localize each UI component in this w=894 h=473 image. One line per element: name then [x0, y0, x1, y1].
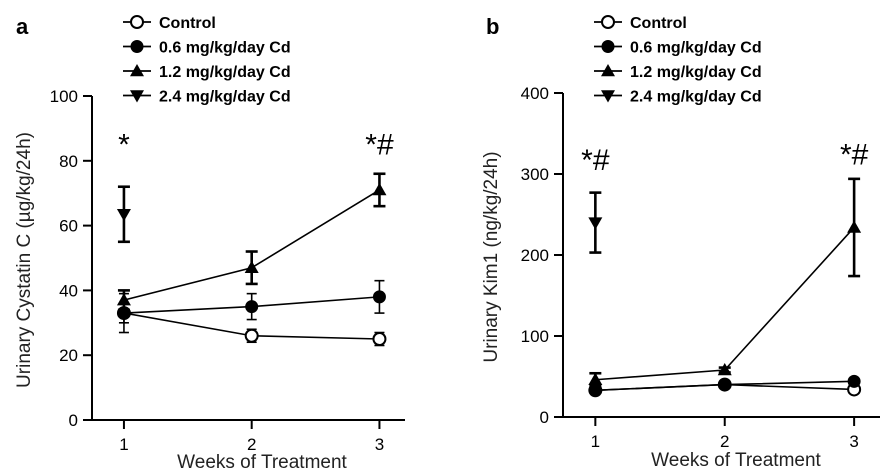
panel-letter: b: [486, 14, 499, 39]
x-axis-title: Weeks of Treatment: [177, 452, 347, 473]
y-tick-label: 200: [521, 246, 549, 265]
data-point: [718, 378, 732, 392]
x-tick-label: 3: [849, 432, 858, 451]
legend-marker: [601, 90, 615, 103]
y-tick-label: 400: [521, 84, 549, 103]
legend-label: Control: [630, 15, 687, 32]
significance-mark: *: [118, 128, 130, 161]
legend-item: Control: [123, 15, 216, 32]
data-point: [244, 260, 259, 273]
series-triangle-down: [588, 191, 603, 254]
legend-label: 1.2 mg/kg/day Cd: [630, 64, 762, 81]
data-point: [588, 217, 603, 230]
series-line: [595, 226, 855, 381]
data-point: [116, 209, 131, 222]
legend-item: Control: [594, 15, 687, 32]
x-tick-label: 3: [375, 435, 384, 454]
series-triangle-up: [116, 172, 387, 312]
chart-panel-b: b Control 0.6 mg/kg/day Cd 1.2 mg/kg/day Cd…: [481, 14, 880, 471]
data-point: [372, 290, 386, 304]
y-tick-label: 20: [59, 346, 78, 365]
x-tick-label: 2: [720, 432, 729, 451]
x-tick-label: 2: [247, 435, 256, 454]
y-tick-label: 100: [521, 327, 549, 346]
y-axis-title: Urinary Kim1 (ng/kg/24h): [481, 151, 502, 362]
x-tick-label: 1: [591, 432, 600, 451]
legend-item: 2.4 mg/kg/day Cd: [594, 89, 762, 106]
data-point: [717, 363, 732, 376]
chart-panel-a: a Control 0.6 mg/kg/day Cd 1.2 mg/kg/day Cd…: [14, 14, 405, 473]
legend-marker: [130, 64, 144, 77]
legend-marker: [130, 40, 144, 53]
data-point: [847, 220, 862, 233]
y-tick-label: 0: [540, 408, 549, 427]
y-tick-label: 60: [59, 217, 78, 236]
legend-label: 0.6 mg/kg/day Cd: [630, 40, 762, 57]
series-triangle-down: [116, 185, 131, 244]
legend-item: 2.4 mg/kg/day Cd: [123, 89, 291, 106]
legend: Control 0.6 mg/kg/day Cd 1.2 mg/kg/day Cd 2…: [594, 15, 762, 106]
legend-item: 0.6 mg/kg/day Cd: [123, 40, 291, 57]
legend-label: 2.4 mg/kg/day Cd: [159, 89, 291, 106]
x-axis-title: Weeks of Treatment: [651, 450, 821, 471]
legend-marker: [601, 15, 615, 29]
data-point: [372, 182, 387, 196]
series-filled-circle: [117, 279, 386, 324]
y-axis-title: Urinary Cystatin C (µg/kg/24h): [14, 132, 35, 388]
legend-label: 2.4 mg/kg/day Cd: [630, 89, 762, 106]
legend-label: 0.6 mg/kg/day Cd: [159, 40, 291, 57]
legend-marker: [130, 15, 144, 29]
y-tick-label: 300: [521, 165, 549, 184]
legend-label: 1.2 mg/kg/day Cd: [159, 64, 291, 81]
legend: Control 0.6 mg/kg/day Cd 1.2 mg/kg/day Cd 2…: [123, 15, 291, 106]
data-point: [847, 374, 861, 388]
panel-letter: a: [16, 14, 29, 39]
data-point: [245, 300, 259, 314]
legend-item: 1.2 mg/kg/day Cd: [123, 64, 291, 81]
series-filled-circle: [588, 374, 861, 397]
legend-marker: [601, 64, 615, 77]
data-point: [244, 328, 259, 343]
y-tick-label: 0: [69, 411, 78, 430]
data-point: [588, 372, 603, 385]
y-tick-label: 80: [59, 152, 78, 171]
data-point: [372, 332, 387, 346]
significance-mark: *#: [365, 128, 394, 161]
legend-marker: [601, 40, 615, 53]
legend-item: 0.6 mg/kg/day Cd: [594, 40, 762, 57]
significance-mark: *#: [581, 144, 610, 177]
legend-marker: [130, 90, 144, 103]
series-triangle-up: [588, 177, 862, 388]
legend-label: Control: [159, 15, 216, 32]
data-point: [116, 293, 131, 306]
x-tick-label: 1: [119, 435, 128, 454]
significance-mark: *#: [840, 138, 869, 171]
y-tick-label: 100: [50, 87, 78, 106]
y-tick-label: 40: [59, 281, 78, 300]
legend-item: 1.2 mg/kg/day Cd: [594, 64, 762, 81]
